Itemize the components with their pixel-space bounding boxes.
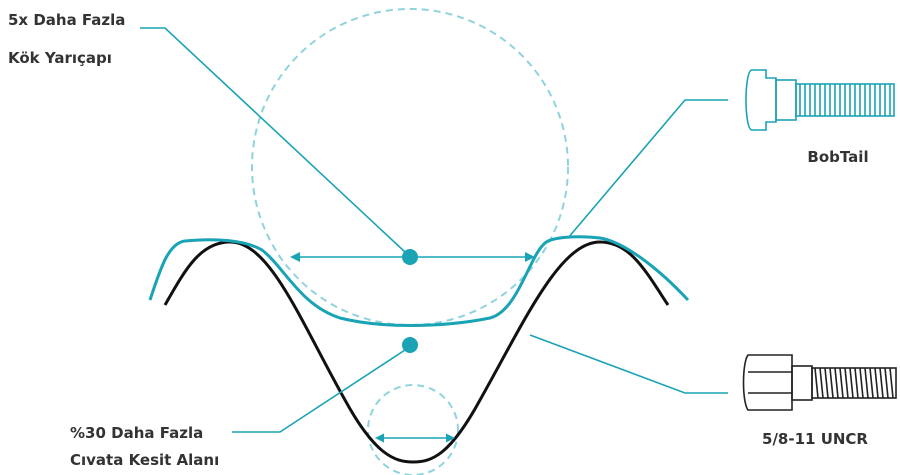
label: 5x Daha Fazla — [8, 11, 125, 29]
label: Cıvata Kesit Alanı — [70, 451, 219, 469]
uncr-bolt — [742, 354, 897, 411]
label: Kök Yarıçapı — [8, 49, 112, 67]
large-root-circle — [251, 8, 569, 326]
arrow-heads — [290, 249, 535, 443]
bobtail-thread-profile — [148, 235, 690, 327]
bolt-label: BobTail — [807, 148, 868, 166]
standard-thread-profile — [163, 240, 670, 464]
leader-lines — [140, 27, 728, 439]
bobtail-bolt — [745, 69, 895, 131]
small-root-circle — [367, 384, 459, 475]
drawing — [140, 8, 897, 475]
label: %30 Daha Fazla — [70, 424, 203, 442]
bolt-label: 5/8-11 UNCR — [762, 430, 868, 448]
